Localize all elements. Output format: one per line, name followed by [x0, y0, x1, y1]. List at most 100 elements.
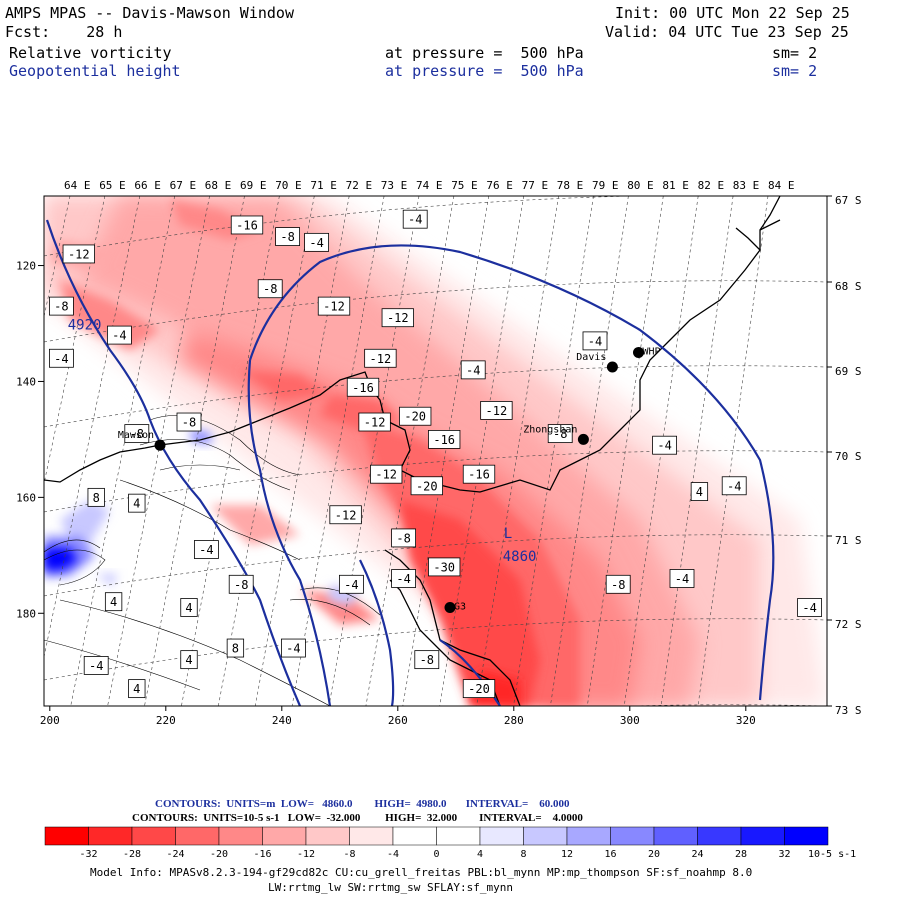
vorticity-contour-label: 4	[104, 592, 123, 612]
label-box	[304, 232, 330, 252]
longitude-label: 66 E	[134, 179, 161, 192]
vorticity-contour-line-1	[139, 439, 291, 491]
vorticity-contour-label: -4	[402, 209, 428, 229]
label-text: -4	[286, 642, 300, 656]
label-box	[230, 215, 264, 235]
label-text: 4	[185, 601, 192, 615]
meridian-line	[513, 196, 594, 706]
label-text: -12	[364, 416, 386, 430]
station-label: Mawson	[118, 430, 154, 441]
parallel-line	[620, 704, 827, 706]
vorticity-contour-label: -30	[428, 557, 461, 577]
vorticity-contour-label: 4	[128, 493, 146, 513]
x-tick-label: 220	[156, 714, 176, 727]
colorbar-level-label: 4	[477, 849, 483, 860]
label-text: 4	[185, 653, 192, 667]
label-box	[547, 424, 573, 444]
longitude-label: 67 E	[170, 179, 197, 192]
vorticity-contour-label: -16	[346, 377, 380, 397]
label-box	[128, 679, 146, 699]
label-text: -12	[68, 247, 90, 261]
height-contour-2	[247, 359, 332, 706]
label-text: -4	[89, 659, 103, 673]
label-box	[669, 569, 695, 588]
meridian-line	[44, 196, 71, 318]
vorticity-contour-label: 4	[128, 679, 146, 699]
vorticity-contour-label: -20	[462, 679, 496, 699]
longitude-label: 81 E	[662, 179, 689, 192]
meridian-line	[44, 196, 106, 486]
label-text: 4	[110, 595, 117, 609]
label-text: 4	[696, 485, 703, 499]
vorticity-contour-label: -8	[391, 528, 417, 548]
station-label: Zhongshan	[523, 424, 577, 435]
vorticity-band-19	[96, 574, 118, 586]
label-box	[480, 401, 513, 420]
chart-title: AMPS MPAS -- Davis-Mawson Window	[5, 4, 294, 22]
y-tick-label: 120	[16, 260, 36, 273]
vorticity-band-17	[190, 430, 212, 444]
colorbar-swatch	[131, 826, 176, 846]
colorbar-level-label: -12	[297, 849, 315, 860]
label-text: -4	[344, 578, 358, 592]
vorticity-contour-label: -8	[49, 296, 74, 316]
label-text: -8	[611, 578, 625, 592]
longitude-label: 78 E	[557, 179, 584, 192]
longitude-label: 74 E	[416, 179, 443, 192]
y-tick-label: 160	[16, 491, 36, 504]
vorticity-contour-label: -12	[62, 244, 95, 264]
colorbar-level-label: -4	[387, 849, 399, 860]
station-dot	[444, 601, 456, 613]
label-box	[797, 598, 822, 617]
label-text: -4	[466, 363, 480, 377]
colorbar-level-label: -16	[253, 849, 271, 860]
label-box	[364, 348, 397, 368]
label-text: -12	[387, 311, 409, 325]
colorbar-swatch	[784, 826, 829, 846]
vorticity-contour-label: -4	[797, 598, 822, 617]
vorticity-contour-label: -8	[275, 227, 301, 246]
coastline-4	[735, 227, 761, 251]
vorticity-band-5	[400, 500, 540, 706]
vorticity-contour-label: 8	[226, 638, 245, 658]
vorticity-contour-line-6	[44, 539, 101, 553]
field1-level: at pressure = 500 hPa	[385, 44, 584, 62]
station-davis: Davis	[576, 352, 618, 373]
vorticity-band-13	[60, 280, 160, 350]
station-whp: WHP	[633, 346, 661, 358]
station-dot	[154, 439, 166, 451]
vorticity-contour-label: -4	[107, 325, 132, 345]
label-text: -8	[54, 300, 68, 314]
x-tick-label: 300	[620, 714, 640, 727]
label-box	[180, 650, 198, 670]
label-text: -12	[486, 404, 508, 418]
station-mawson: Mawson	[118, 430, 166, 451]
longitude-label: 83 E	[733, 179, 760, 192]
label-text: -4	[309, 236, 323, 250]
label-box	[228, 574, 254, 594]
colorbar-swatch	[436, 826, 481, 846]
colorbar-level-label: 24	[691, 849, 703, 860]
colorbar-level-label: 16	[604, 849, 616, 860]
field2-name: Geopotential height	[9, 62, 181, 80]
plot-frame	[43, 195, 828, 707]
label-box	[275, 227, 301, 246]
label-box	[338, 574, 364, 594]
colorbar-level-label: 12	[561, 849, 573, 860]
meridian-line	[144, 196, 245, 706]
x-tick-label: 320	[736, 714, 756, 727]
label-box	[414, 650, 440, 670]
height-contour-3	[359, 559, 395, 706]
meridian-line	[402, 196, 490, 706]
x-tick-label: 200	[40, 714, 60, 727]
longitude-label: 64 E	[64, 179, 91, 192]
height-label: 4920	[68, 317, 102, 333]
colorbar-swatch	[305, 826, 350, 846]
label-box	[582, 331, 608, 351]
vorticity-contour-label: -12	[381, 308, 414, 328]
vorticity-contour-label: -4	[49, 348, 74, 368]
vorticity-contour-line-7	[119, 479, 301, 561]
longitude-label: 79 E	[592, 179, 619, 192]
vorticity-contour-label: -8	[124, 424, 150, 444]
